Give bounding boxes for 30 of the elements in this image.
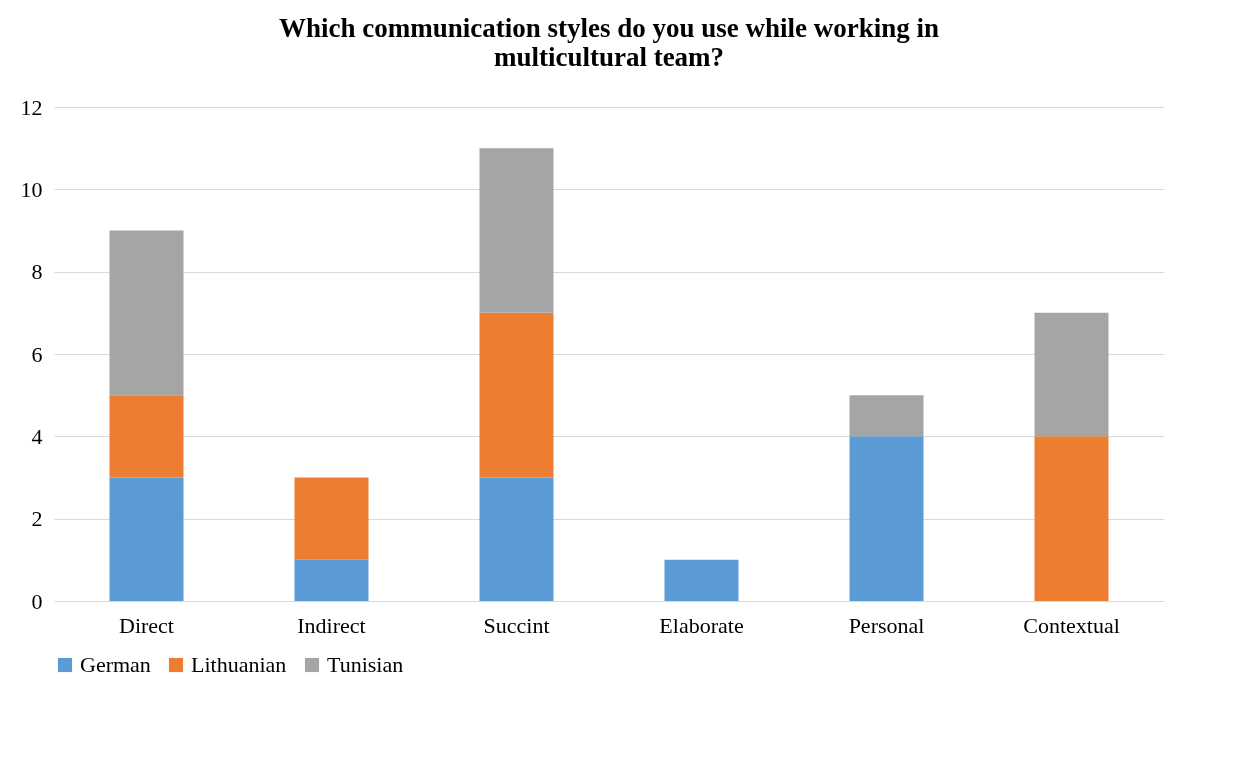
y-tick-label: 0	[31, 588, 43, 614]
x-tick-label: Personal	[848, 612, 925, 638]
bar	[109, 395, 184, 478]
bar	[1034, 436, 1109, 601]
bar	[664, 559, 739, 601]
x-tick-label: Contextual	[1023, 612, 1120, 638]
legend-label: Lithuanian	[191, 652, 287, 677]
x-tick-label: Direct	[119, 612, 174, 638]
y-tick-label: 8	[31, 259, 43, 285]
x-tick-label: Indirect	[297, 612, 366, 638]
bar	[294, 559, 369, 601]
x-tick-label: Succint	[483, 612, 550, 638]
chart-title: Which communication styles do you use while working in multicultural team?	[278, 13, 940, 72]
bar	[479, 312, 554, 478]
bar	[294, 477, 369, 560]
y-tick-label: 2	[31, 506, 43, 532]
bar	[1034, 312, 1109, 437]
x-tick-label: Elaborate	[659, 612, 744, 638]
bar	[849, 395, 924, 437]
y-tick-label: 4	[31, 423, 43, 449]
legend-label: German	[80, 652, 151, 677]
bar	[479, 148, 554, 313]
bar	[479, 477, 554, 601]
bar	[109, 477, 184, 601]
bar	[109, 230, 184, 396]
y-tick-label: 12	[20, 94, 43, 120]
y-tick-label: 6	[31, 341, 43, 367]
y-tick-label: 10	[20, 176, 43, 202]
legend-label: Tunisian	[327, 652, 404, 677]
bar	[849, 436, 924, 601]
